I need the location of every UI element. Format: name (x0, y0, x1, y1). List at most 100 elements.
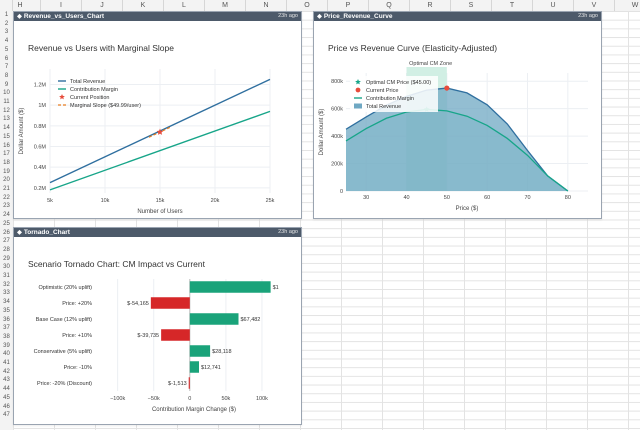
value-label: $-1,513 (168, 381, 187, 387)
column-header-o[interactable]: O (287, 0, 328, 11)
panel-timestamp: 23h ago (278, 229, 298, 235)
row-header-42[interactable]: 42 (3, 368, 10, 375)
column-header-p[interactable]: P (328, 0, 369, 11)
row-header-37[interactable]: 37 (3, 325, 10, 332)
column-header-j[interactable]: J (82, 0, 123, 11)
row-header-7[interactable]: 7 (4, 64, 9, 71)
row-header-23[interactable]: 23 (3, 203, 10, 210)
panel-title: Tornado_Chart (23, 229, 70, 236)
x-tick-label: 15k (156, 198, 165, 204)
row-header-35[interactable]: 35 (3, 307, 10, 314)
row-header-3[interactable]: 3 (4, 29, 9, 36)
row-header-27[interactable]: 27 (3, 238, 10, 245)
panel-header[interactable]: ◆ Revenue_vs_Users_Chart 23h ago (14, 12, 301, 21)
row-header-38[interactable]: 38 (3, 333, 10, 340)
row-header-28[interactable]: 28 (3, 246, 10, 253)
x-tick-label: −50k (148, 396, 160, 402)
row-header-16[interactable]: 16 (3, 142, 10, 149)
row-header-33[interactable]: 33 (3, 290, 10, 297)
panel-header[interactable]: ◆ Price_Revenue_Curve 23h ago (314, 12, 601, 21)
row-header-1[interactable]: 1 (4, 12, 9, 18)
row-header-46[interactable]: 46 (3, 403, 10, 410)
revenue-vs-users-chart: Revenue vs Users with Marginal Slope 5k 10… (19, 43, 275, 215)
row-header-5[interactable]: 5 (4, 46, 9, 53)
contribution-margin-area (346, 109, 568, 191)
y-tick-label: 0.4M (34, 165, 47, 171)
column-header-u[interactable]: U (533, 0, 574, 11)
value-label: $67,482 (240, 317, 260, 323)
row-header-45[interactable]: 45 (3, 394, 10, 401)
column-header-i[interactable]: I (41, 0, 82, 11)
row-header-15[interactable]: 15 (3, 133, 10, 140)
column-header-w[interactable]: W (615, 0, 640, 11)
row-header-34[interactable]: 34 (3, 299, 10, 306)
tornado-bar (188, 377, 190, 389)
row-header-29[interactable]: 29 (3, 255, 10, 262)
row-header-10[interactable]: 10 (3, 90, 10, 97)
legend-background (350, 76, 438, 112)
row-header-4[interactable]: 4 (4, 38, 9, 45)
revenue-chart-panel[interactable]: ◆ Revenue_vs_Users_Chart 23h ago Revenue… (13, 11, 302, 219)
panel-header[interactable]: ◆ Tornado_Chart 23h ago (14, 228, 301, 237)
category-label: Price: -10% (64, 365, 93, 371)
x-tick-label: 50k (221, 396, 230, 402)
price-revenue-panel[interactable]: ◆ Price_Revenue_Curve 23h ago Price vs R… (313, 11, 602, 219)
row-header-31[interactable]: 31 (3, 273, 10, 279)
row-header-8[interactable]: 8 (4, 72, 9, 79)
row-header-12[interactable]: 12 (3, 107, 10, 114)
row-header-2[interactable]: 2 (4, 20, 9, 27)
row-header-17[interactable]: 17 (3, 151, 10, 158)
row-header-32[interactable]: 32 (3, 281, 10, 288)
chart-title: Revenue vs Users with Marginal Slope (28, 43, 174, 53)
row-header-20[interactable]: 20 (3, 177, 10, 184)
column-header-n[interactable]: N (246, 0, 287, 11)
row-header-24[interactable]: 24 (3, 212, 10, 219)
legend-total-revenue-swatch (354, 103, 362, 109)
row-header-41[interactable]: 41 (3, 360, 10, 366)
row-header-bar: 1 2 3 4 5 6 7 8 9 10 11 12 13 14 15 16 17 18 19 20 21 22 23 24 2… (0, 11, 14, 430)
x-tick-label: 50 (444, 195, 450, 201)
y-axis-label: Dollar Amount ($) (319, 109, 325, 156)
row-header-44[interactable]: 44 (3, 386, 10, 393)
price-revenue-chart: Price vs Revenue Curve (Elasticity-Adjus… (319, 43, 588, 212)
y-tick-label: 0.2M (34, 186, 47, 192)
category-label: Base Case (12% uplift) (36, 317, 92, 323)
row-header-26[interactable]: 26 (3, 229, 10, 236)
row-header-43[interactable]: 43 (3, 377, 10, 384)
row-header-21[interactable]: 21 (3, 186, 10, 192)
column-header-m[interactable]: M (205, 0, 246, 11)
row-header-39[interactable]: 39 (3, 342, 10, 349)
row-header-14[interactable]: 14 (3, 125, 10, 132)
row-header-18[interactable]: 18 (3, 159, 10, 166)
legend-current-price-swatch (355, 87, 361, 93)
row-header-22[interactable]: 22 (3, 194, 10, 201)
x-tick-label: −100k (110, 396, 125, 402)
column-header-k[interactable]: K (123, 0, 164, 11)
row-header-11[interactable]: 11 (3, 99, 10, 105)
row-header-40[interactable]: 40 (3, 351, 10, 358)
tornado-chart-panel[interactable]: ◆ Tornado_Chart 23h ago Scenario Tornado… (13, 227, 302, 425)
row-header-30[interactable]: 30 (3, 264, 10, 271)
row-header-9[interactable]: 9 (4, 81, 9, 88)
tornado-bar (150, 297, 190, 309)
diamond-icon: ◆ (17, 13, 22, 20)
select-all-corner[interactable] (0, 0, 13, 11)
y-tick-label: 800k (331, 79, 343, 85)
row-header-13[interactable]: 13 (3, 116, 10, 123)
row-header-25[interactable]: 25 (3, 220, 10, 227)
column-header-q[interactable]: Q (369, 0, 410, 11)
column-header-v[interactable]: V (574, 0, 615, 11)
row-header-47[interactable]: 47 (3, 412, 10, 419)
column-header-t[interactable]: T (492, 0, 533, 11)
row-header-36[interactable]: 36 (3, 316, 10, 323)
row-header-6[interactable]: 6 (4, 55, 9, 62)
y-axis-label: Dollar Amount ($) (19, 108, 25, 155)
legend-current-position: Current Position (70, 95, 109, 101)
legend-contribution-margin: Contribution Margin (366, 96, 414, 102)
column-header-h[interactable]: H (0, 0, 41, 11)
column-header-s[interactable]: S (451, 0, 492, 11)
legend-current-price: Current Price (366, 88, 398, 94)
column-header-r[interactable]: R (410, 0, 451, 11)
row-header-19[interactable]: 19 (3, 168, 10, 175)
column-header-l[interactable]: L (164, 0, 205, 11)
